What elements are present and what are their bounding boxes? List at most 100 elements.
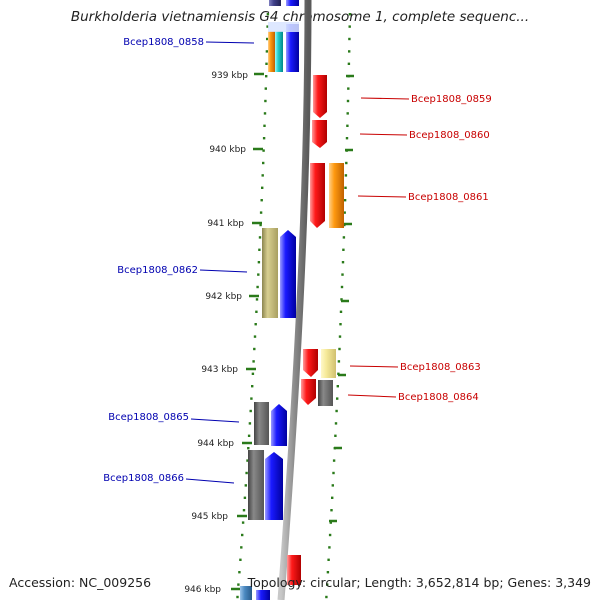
topology-label: Topology: circular; Length: 3,652,814 bp… <box>247 575 591 590</box>
ring-dot <box>347 87 350 90</box>
ring-dot <box>334 434 337 437</box>
gene-label-0866[interactable]: Bcep1808_0866 <box>103 473 184 484</box>
kbp-label-945: 945 kbp <box>191 512 228 522</box>
gene-feature-0863-red[interactable] <box>303 349 318 377</box>
kbp-label-940: 940 kbp <box>209 145 246 155</box>
ring-dot <box>247 447 250 450</box>
ring-dot <box>331 484 334 487</box>
gene-feature-0863-yellow[interactable] <box>321 349 336 378</box>
ring-dot <box>245 471 248 475</box>
leader-line <box>347 394 397 398</box>
gene-feature[interactable] <box>240 586 252 600</box>
ring-dot <box>340 285 344 289</box>
gene-feature-0858-teal[interactable] <box>275 31 283 72</box>
ring-dot <box>342 236 346 239</box>
kbp-label-939: 939 kbp <box>211 71 248 81</box>
gene-feature-0858-blue[interactable] <box>286 24 299 72</box>
ring-dot <box>338 347 341 351</box>
gene-labels: Bcep1808_0858 Bcep1808_0859 Bcep1808_086… <box>103 37 492 484</box>
gene-feature-0865-gray[interactable] <box>254 402 269 445</box>
ring-dot <box>266 37 269 41</box>
gene-feature[interactable] <box>287 555 301 585</box>
ring-dot <box>239 558 242 561</box>
gene-feature-0858-cap[interactable] <box>268 22 299 32</box>
gene-label-0858[interactable]: Bcep1808_0858 <box>123 37 204 48</box>
gene-feature-0858-orange[interactable] <box>268 31 275 72</box>
gene-label-0862[interactable]: Bcep1808_0862 <box>117 265 198 276</box>
ring-dot <box>326 571 330 574</box>
gene-feature[interactable] <box>286 0 299 6</box>
ring-dot <box>346 124 349 127</box>
ring-dot <box>338 335 342 338</box>
leader-line <box>359 133 408 136</box>
map-title: Burkholderia vietnamiensis G4 chromosome… <box>70 9 530 25</box>
ring-dot <box>341 261 345 264</box>
ring-dot <box>247 434 251 437</box>
gene-feature-0864-gray[interactable] <box>318 380 333 406</box>
gene-feature[interactable] <box>256 590 270 600</box>
ring-dot <box>347 62 351 65</box>
gene-label-0861[interactable]: Bcep1808_0861 <box>408 192 489 203</box>
ring-dot <box>339 323 342 326</box>
leader-line <box>349 365 399 368</box>
ring-dot <box>241 533 244 537</box>
ring-dot <box>248 422 252 425</box>
ring-dot <box>264 87 267 90</box>
gene-feature-0866-gray[interactable] <box>248 450 264 520</box>
ring-dot <box>339 310 343 313</box>
ring-dot <box>261 186 264 189</box>
kbp-label-943: 943 kbp <box>201 365 238 375</box>
gene-label-0865[interactable]: Bcep1808_0865 <box>108 412 189 423</box>
ring-dot <box>332 471 335 475</box>
ring-dot <box>255 310 258 313</box>
ring-dot <box>328 546 331 549</box>
leader-line <box>190 418 240 423</box>
gene-feature-0861-orange[interactable] <box>329 163 344 228</box>
ring-dot <box>253 347 256 351</box>
leader-line <box>199 269 248 273</box>
gene-features <box>240 0 344 600</box>
ring-dot <box>327 558 330 561</box>
gene-feature-0859[interactable] <box>313 75 327 118</box>
gene-feature-0862-blue[interactable] <box>280 230 296 318</box>
ring-dot <box>345 161 348 165</box>
gene-feature-0862-khaki[interactable] <box>262 228 278 318</box>
tick-rings <box>236 13 352 599</box>
ring-dot <box>260 199 263 202</box>
ring-dot <box>250 397 253 400</box>
ring-dot <box>263 124 266 127</box>
ring-dot <box>344 186 347 189</box>
ring-dot <box>330 509 333 512</box>
ring-dot <box>345 137 349 140</box>
gene-label-0859[interactable]: Bcep1808_0859 <box>411 94 492 105</box>
ring-dot <box>326 583 329 586</box>
ring-dot <box>336 385 339 388</box>
gene-label-0863[interactable]: Bcep1808_0863 <box>400 362 481 373</box>
kbp-label-944: 944 kbp <box>197 439 234 449</box>
ring-dot <box>265 62 268 65</box>
ring-dot <box>258 248 261 251</box>
ring-dot <box>331 496 334 499</box>
leader-line <box>360 97 410 100</box>
gene-feature-0860[interactable] <box>312 120 327 148</box>
gene-label-0860[interactable]: Bcep1808_0860 <box>409 130 490 141</box>
gene-feature-0861-red[interactable] <box>310 163 325 228</box>
ring-dot <box>337 360 341 363</box>
ring-dot <box>249 409 252 413</box>
ring-dot <box>238 571 241 574</box>
ring-dot <box>343 211 346 214</box>
gene-feature[interactable] <box>269 0 281 6</box>
gene-feature-0865-blue[interactable] <box>271 404 287 446</box>
ring-dot <box>251 372 255 375</box>
ring-dot <box>348 37 351 41</box>
ring-dot <box>242 509 246 512</box>
gene-label-0864[interactable]: Bcep1808_0864 <box>398 392 479 403</box>
ring-dot <box>348 50 351 53</box>
ring-dot <box>266 13 270 16</box>
ring-dot <box>266 25 269 28</box>
kbp-label-946: 946 kbp <box>184 585 221 595</box>
gene-feature-0866-blue[interactable] <box>265 452 283 520</box>
ring-dot <box>262 137 266 140</box>
gene-feature-0864-red[interactable] <box>301 379 316 405</box>
